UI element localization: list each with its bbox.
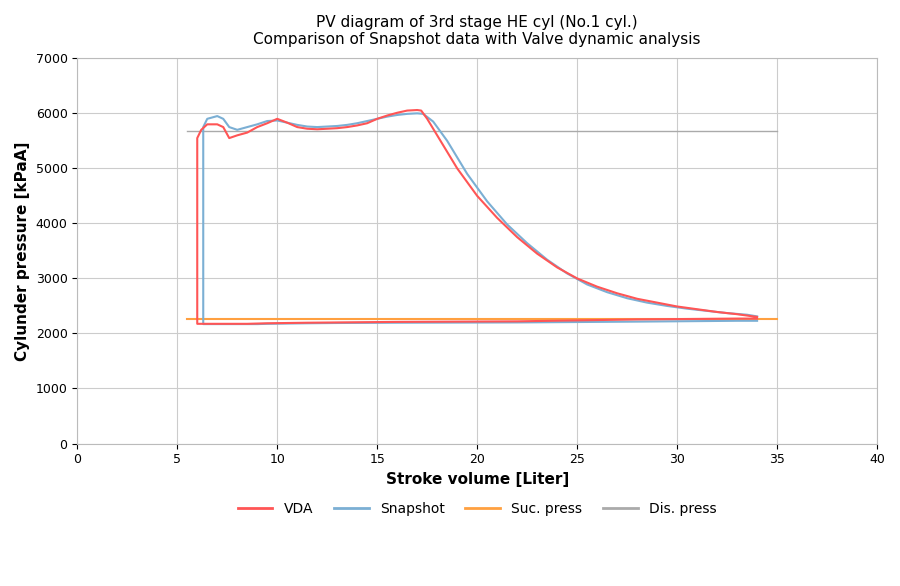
X-axis label: Stroke volume [Liter]: Stroke volume [Liter] — [385, 472, 569, 487]
Y-axis label: Cylunder pressure [kPaA]: Cylunder pressure [kPaA] — [15, 141, 30, 360]
Legend: VDA, Snapshot, Suc. press, Dis. press: VDA, Snapshot, Suc. press, Dis. press — [232, 496, 722, 522]
Title: PV diagram of 3rd stage HE cyl (No.1 cyl.)
Comparison of Snapshot data with Valv: PV diagram of 3rd stage HE cyl (No.1 cyl… — [254, 15, 701, 47]
